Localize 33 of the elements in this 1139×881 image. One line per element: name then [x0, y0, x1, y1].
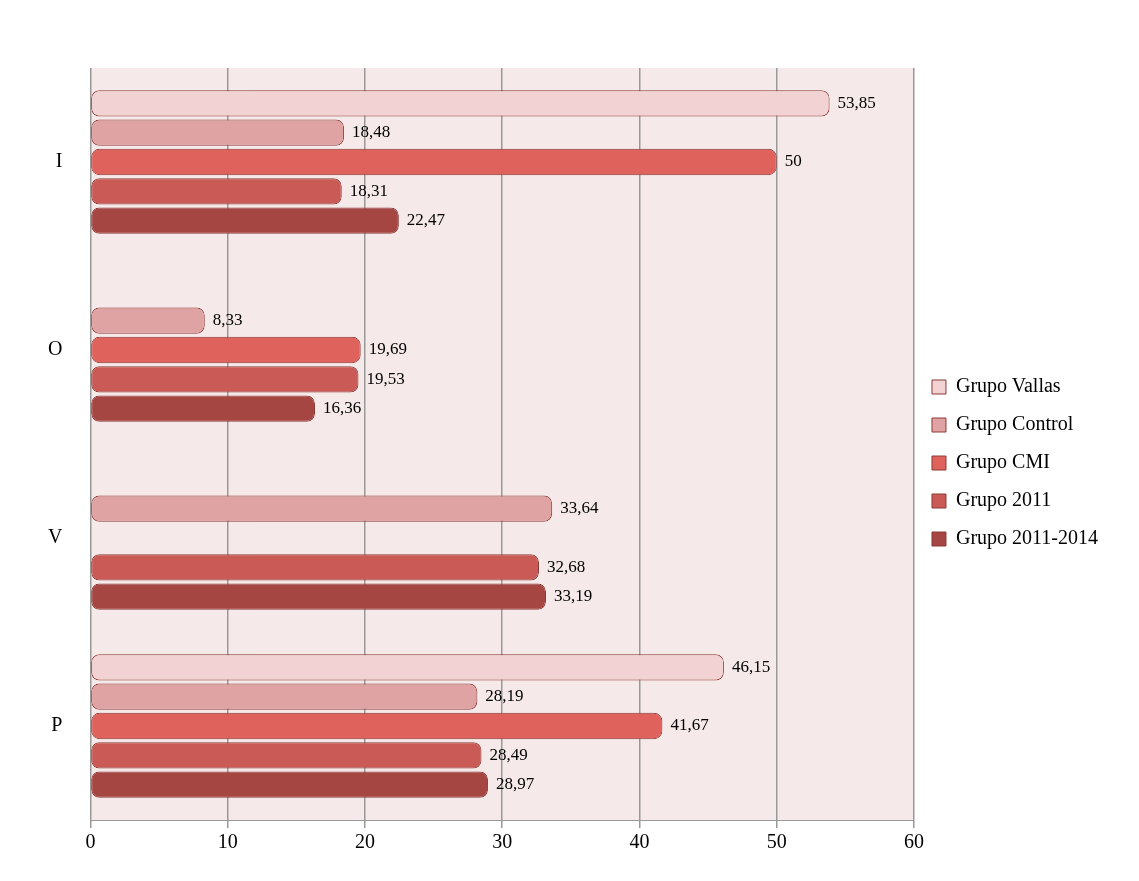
x-tick-label: 10 — [217, 830, 238, 853]
data-label: 18,31 — [349, 180, 389, 200]
data-label: 33,19 — [554, 586, 593, 606]
y-tick-label: I — [55, 149, 63, 172]
x-tick-label: 20 — [354, 830, 375, 853]
data-label: 53,85 — [837, 92, 876, 112]
x-tick-label: 60 — [903, 830, 924, 853]
data-label: 33,64 — [560, 498, 599, 518]
data-label: 18,48 — [352, 122, 391, 142]
data-label: 19,53 — [366, 368, 405, 388]
legend-label: Grupo Control — [955, 412, 1074, 436]
data-label: 22,47 — [406, 210, 446, 230]
data-label: 28,97 — [496, 774, 535, 794]
legend-label: Grupo 2011-2014 — [955, 526, 1099, 550]
x-tick-label: 0 — [85, 830, 96, 853]
data-label: 28,19 — [485, 686, 524, 706]
y-tick-label: P — [51, 713, 63, 736]
data-label: 46,15 — [731, 656, 771, 676]
data-label: 16,36 — [322, 398, 362, 418]
x-tick-label: 40 — [629, 830, 650, 853]
data-label: 28,49 — [489, 744, 528, 764]
data-label: 50 — [784, 151, 802, 171]
data-label: 19,69 — [368, 339, 407, 359]
data-label: 41,67 — [670, 715, 710, 735]
data-label: 8,33 — [212, 310, 243, 330]
data-label: 32,68 — [547, 556, 586, 576]
legend-label: Grupo 2011 — [955, 488, 1052, 512]
y-tick-label: O — [47, 337, 63, 360]
x-tick-label: 30 — [492, 830, 513, 853]
legend-label: Grupo CMI — [955, 450, 1050, 474]
y-tick-label: V — [47, 525, 63, 548]
legend-label: Grupo Vallas — [955, 374, 1061, 398]
x-tick-label: 50 — [766, 830, 787, 853]
